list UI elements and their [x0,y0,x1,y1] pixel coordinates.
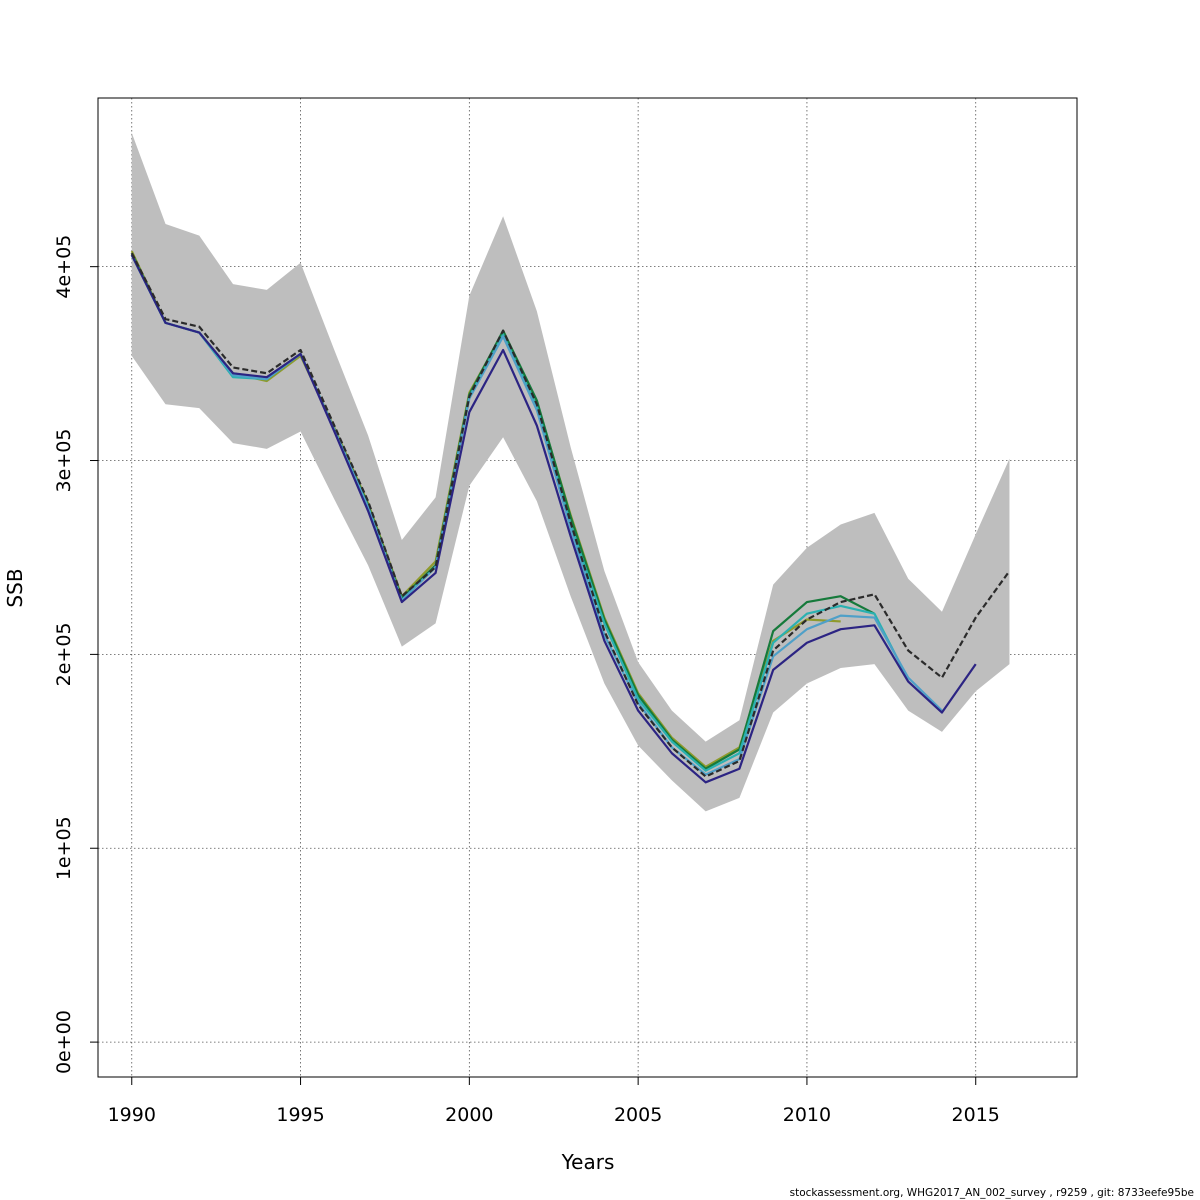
y-tick-label: 0e+00 [53,1010,75,1074]
y-tick-label: 3e+05 [53,429,75,493]
y-axis: 0e+00 1e+05 2e+05 3e+05 4e+05 [53,235,99,1074]
x-tick-label: 1995 [276,1104,324,1126]
series-line-0 [130,252,1011,778]
x-tick-label: 2015 [952,1104,1000,1126]
y-axis-title: SSB [3,568,27,607]
y-tick-label: 2e+05 [53,622,75,686]
series-line-1 [130,254,977,784]
x-axis-title: Years [561,1150,615,1174]
confidence-band-area [131,132,1010,812]
x-tick-label: 2005 [614,1104,662,1126]
series-lines [130,250,1011,784]
footer-credit: stockassessment.org, WHG2017_AN_002_surv… [789,1187,1194,1199]
confidence-band [131,132,1010,812]
x-tick-label: 2010 [783,1104,831,1126]
y-tick-label: 1e+05 [53,816,75,880]
x-axis: 1990 1995 2000 2005 2010 2015 [108,1076,1000,1126]
x-tick-label: 2000 [445,1104,493,1126]
y-tick-label: 4e+05 [53,235,75,299]
x-tick-label: 1990 [108,1104,156,1126]
series-line-2 [130,254,943,776]
